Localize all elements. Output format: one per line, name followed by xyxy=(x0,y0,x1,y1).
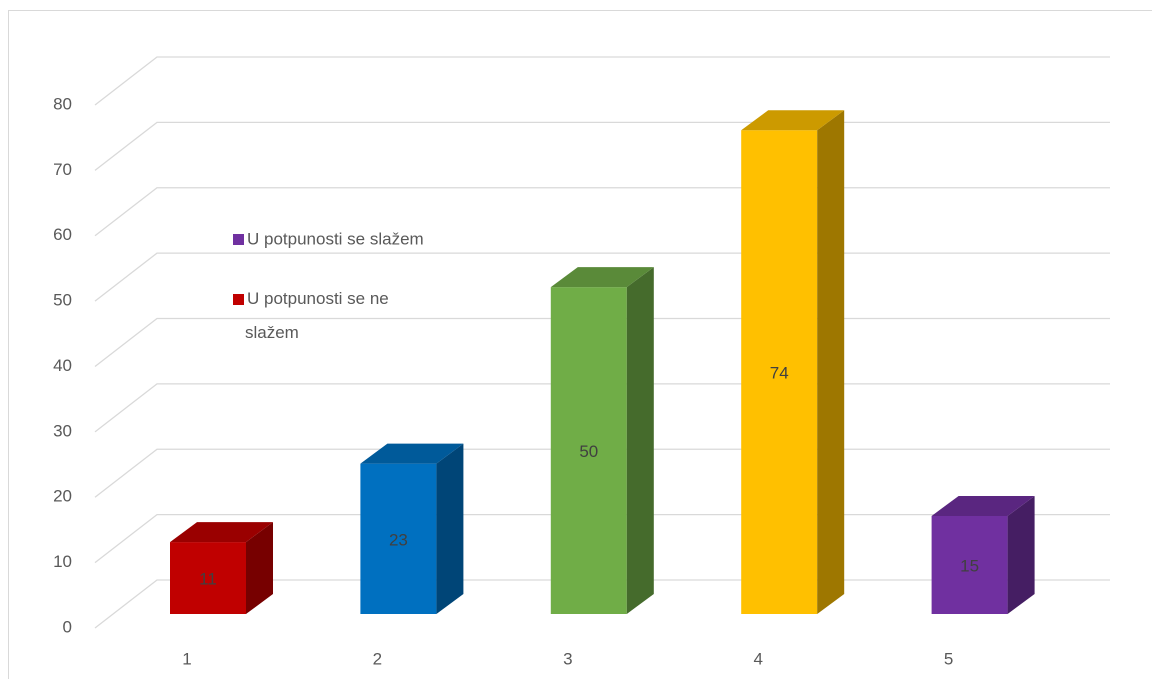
bar-side xyxy=(1007,495,1035,614)
value-label: 15 xyxy=(960,556,979,575)
x-tick-label: 1 xyxy=(182,649,191,668)
y-tick-label: 80 xyxy=(53,94,72,113)
legend-label: U potpunosti se ne slažem xyxy=(245,289,389,342)
bar xyxy=(170,522,273,614)
x-tick-label: 3 xyxy=(563,649,572,668)
bar-top xyxy=(550,267,654,288)
value-label: 74 xyxy=(770,364,789,383)
bar-side xyxy=(246,522,273,614)
legend-swatch xyxy=(233,294,244,305)
bar-top xyxy=(931,495,1035,516)
legend-line: U potpunosti se ne xyxy=(247,289,389,308)
bar-front xyxy=(360,463,437,614)
legend-label: U potpunosti se slažem xyxy=(247,229,424,248)
y-tick-label: 10 xyxy=(53,552,72,571)
value-label: 50 xyxy=(579,442,598,461)
bar-front xyxy=(741,130,818,614)
y-tick-label: 70 xyxy=(53,160,72,179)
value-label: 23 xyxy=(389,530,408,549)
y-tick-label: 0 xyxy=(63,617,72,636)
y-tick-label: 20 xyxy=(53,487,72,506)
legend-swatch xyxy=(233,234,244,245)
x-tick-label: 5 xyxy=(944,649,953,668)
bar xyxy=(741,110,845,614)
bar xyxy=(550,267,654,614)
bar-front xyxy=(550,287,627,614)
y-tick-label: 30 xyxy=(53,421,72,440)
grid-line xyxy=(94,56,1110,106)
x-tick-label: 4 xyxy=(753,649,762,668)
bar-top xyxy=(741,110,845,131)
legend-line: slažem xyxy=(245,323,299,342)
bar-front xyxy=(931,515,1008,614)
bar-side xyxy=(626,267,654,614)
y-tick-label: 50 xyxy=(53,291,72,310)
bar-side xyxy=(436,443,464,614)
bar xyxy=(360,443,464,614)
bar-front xyxy=(170,542,246,614)
y-tick-label: 60 xyxy=(53,225,72,244)
x-tick-label: 2 xyxy=(373,649,382,668)
bar-top xyxy=(360,443,464,464)
bar xyxy=(931,495,1035,614)
y-tick-label: 40 xyxy=(53,356,72,375)
bar-side xyxy=(817,110,845,614)
value-label: 11 xyxy=(199,570,217,589)
bar-top xyxy=(170,522,273,543)
